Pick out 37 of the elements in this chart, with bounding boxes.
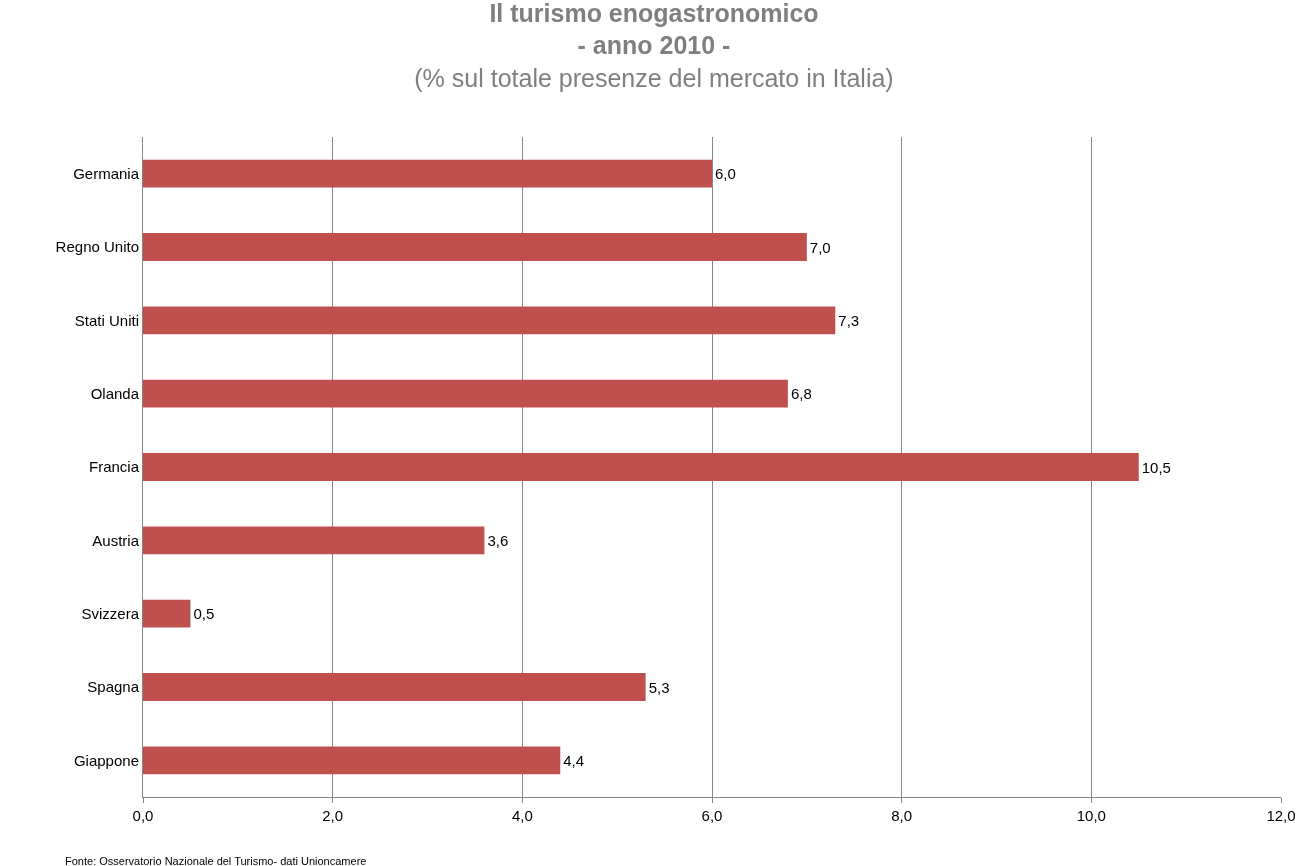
data-label: 5,3 bbox=[648, 678, 670, 696]
data-label: 6,0 bbox=[715, 165, 736, 183]
data-label: 4,4 bbox=[563, 751, 585, 769]
bar bbox=[143, 233, 807, 261]
y-tick-label: Olanda bbox=[90, 384, 140, 402]
bar bbox=[143, 306, 836, 335]
x-tick-label: 12,0 bbox=[1266, 807, 1296, 824]
y-tick-label: Svizzera bbox=[81, 604, 140, 622]
bar bbox=[143, 599, 191, 628]
y-tick-label: Regno Unito bbox=[55, 238, 139, 256]
x-tick-label: 10,0 bbox=[1076, 807, 1106, 824]
y-tick-label: Spagna bbox=[87, 678, 140, 696]
bar bbox=[143, 746, 561, 775]
x-tick-label: 8,0 bbox=[891, 807, 913, 824]
data-label: 10,5 bbox=[1141, 458, 1171, 476]
bar bbox=[143, 453, 1139, 481]
x-tick-label: 4,0 bbox=[511, 807, 533, 824]
y-tick-label: Stati Uniti bbox=[74, 311, 139, 329]
x-tick-label: 2,0 bbox=[322, 807, 344, 824]
data-label: 0,5 bbox=[193, 605, 215, 623]
data-label: 7,3 bbox=[838, 311, 860, 329]
y-tick-label: Germania bbox=[73, 164, 140, 182]
data-label: 7,0 bbox=[809, 238, 831, 256]
data-label: 6,8 bbox=[790, 385, 812, 403]
chart-title: Il turismo enogastronomico - anno 2010 - bbox=[489, 0, 819, 60]
data-label: 3,6 bbox=[487, 531, 509, 549]
chart-subtitle: (% sul totale presenze del mercato in Italia) bbox=[414, 63, 894, 92]
bar bbox=[143, 526, 485, 555]
x-tick-label: 0,0 bbox=[132, 807, 154, 824]
y-tick-label: Giappone bbox=[73, 751, 139, 769]
bar bbox=[143, 159, 712, 188]
y-tick-label: Austria bbox=[92, 531, 140, 549]
source-note: Fonte: Osservatorio Nazionale del Turismo- dati Unioncamere bbox=[65, 855, 367, 866]
x-tick-label: 6,0 bbox=[701, 807, 723, 824]
bar bbox=[143, 379, 788, 408]
bar bbox=[143, 673, 646, 701]
y-tick-label: Francia bbox=[88, 458, 140, 476]
